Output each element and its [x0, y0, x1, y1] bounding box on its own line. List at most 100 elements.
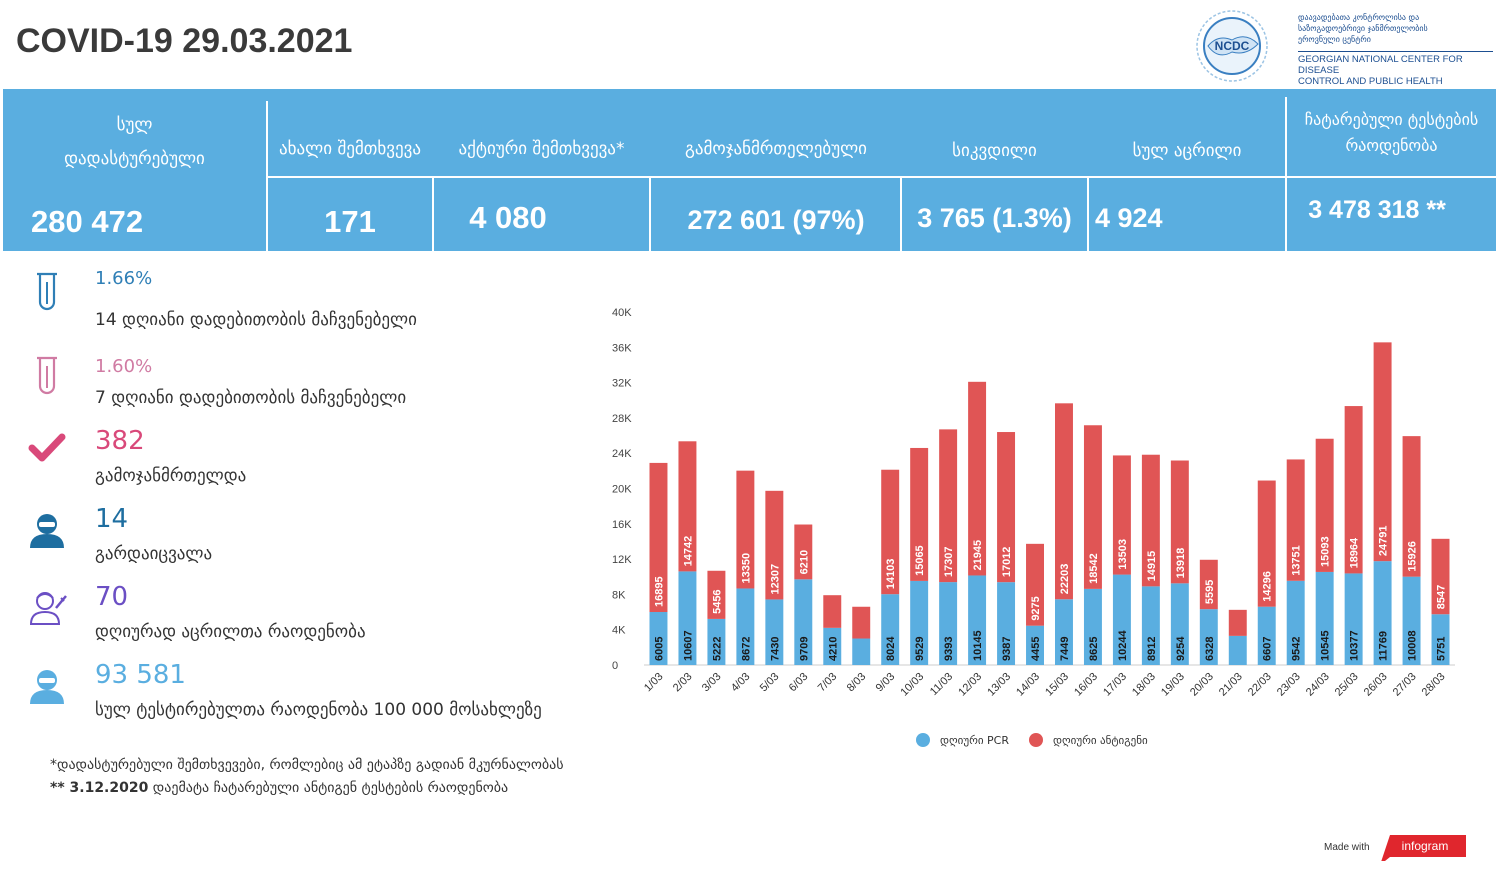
x-tick-label: 11/03	[928, 671, 955, 698]
antigen-bar	[852, 606, 871, 639]
tests-value: 3 478 318 **	[1308, 195, 1446, 224]
x-tick-label: 13/03	[985, 671, 1013, 699]
pcr-data-label: 6328	[1204, 637, 1216, 661]
antigen-data-label: 18542	[1088, 553, 1100, 584]
pcr-bar	[1083, 588, 1102, 665]
antigen-bar	[1141, 454, 1160, 587]
antigen-bar	[910, 447, 929, 581]
pcr-data-label: 11769	[1378, 631, 1390, 661]
antigen-bar	[1112, 455, 1131, 575]
x-tick-label: 4/03	[729, 671, 753, 695]
pcr-bar	[1228, 635, 1247, 665]
antigen-bar	[1199, 559, 1218, 610]
pcr-data-label: 4210	[827, 637, 839, 661]
tests-label: ჩატარებული ტესტების რაოდენობა	[1304, 110, 1479, 155]
y-tick-label: 16K	[612, 519, 632, 531]
antigen-bar	[649, 462, 668, 613]
summary-banner: სულ დადასტურებული 280 472 ახალი შემთხვევ…	[3, 89, 1496, 251]
active-cases-label: აქტიური შემთხვევა*	[458, 139, 625, 159]
antigen-bar	[1373, 342, 1392, 562]
pcr-data-label: 9393	[943, 637, 955, 661]
total-confirmed-value: 280 472	[31, 204, 144, 239]
antigen-bar	[1026, 543, 1044, 626]
pcr-bar	[736, 588, 755, 665]
pcr-data-label: 6005	[653, 637, 665, 661]
antigen-data-label: 15926	[1407, 541, 1419, 572]
pcr-data-label: 9254	[1175, 636, 1187, 661]
pcr-data-label: 4455	[1030, 637, 1042, 661]
antigen-data-label: 13503	[1117, 539, 1129, 570]
legend-label-pcr: დღიური PCR	[940, 734, 1009, 747]
pcr-bar	[968, 575, 987, 665]
daily-tests-chart: 0 4K 8K 12K 16K 20K 24K 28K 32K 36K 40K 6005 16895 1/…	[612, 307, 1455, 747]
pcr-data-label: 10244	[1117, 630, 1129, 661]
recovered-value: 272 601 (97%)	[687, 204, 865, 235]
tested-per-100k-label: სულ ტესტირებულთა რაოდენობა 100 000 მოსახ…	[95, 700, 542, 720]
nurse-icon	[29, 592, 67, 625]
pcr-data-label: 9542	[1291, 637, 1303, 661]
x-tick-label: 7/03	[816, 671, 840, 695]
antigen-bar	[823, 595, 842, 628]
test-tube-icon	[37, 356, 57, 395]
antigen-data-label: 5595	[1204, 580, 1216, 604]
positivity-14-label: 14 დღიანი დადებითობის მაჩვენებელი	[95, 310, 417, 330]
person-icon	[30, 514, 64, 548]
x-tick-label: 22/03	[1246, 671, 1274, 699]
new-cases-label: ახალი შემთხვევა	[279, 139, 421, 159]
x-tick-label: 21/03	[1217, 671, 1245, 699]
x-tick-label: 5/03	[758, 671, 782, 695]
recovered-daily-value: 382	[95, 426, 145, 456]
total-confirmed-label: სულ დადასტურებული	[64, 115, 205, 169]
pcr-data-label: 7430	[769, 637, 781, 661]
x-tick-label: 3/03	[700, 671, 724, 695]
antigen-bar	[678, 441, 697, 572]
pcr-data-label: 8024	[885, 636, 897, 661]
footnote-antigen: ** 3.12.2020 დაემატა ჩატარებული ანტიგენ …	[50, 780, 509, 796]
antigen-bar	[794, 524, 813, 580]
antigen-data-label: 16895	[653, 576, 665, 607]
pcr-bar	[707, 618, 726, 665]
pcr-bar	[1112, 574, 1131, 665]
pcr-bar	[1199, 609, 1218, 665]
x-tick-label: 18/03	[1130, 671, 1158, 699]
x-tick-label: 25/03	[1333, 671, 1361, 699]
pcr-bar	[765, 599, 784, 665]
antigen-data-label: 22203	[1059, 564, 1071, 595]
x-tick-label: 8/03	[845, 671, 869, 695]
y-tick-label: 0	[612, 660, 618, 672]
x-tick-label: 9/03	[874, 671, 898, 695]
legend-marker-antigen	[1029, 733, 1043, 747]
x-tick-label: 15/03	[1043, 671, 1071, 699]
antigen-bar	[968, 381, 987, 576]
x-tick-label: 28/03	[1420, 671, 1448, 699]
made-with-text: Made with	[1324, 842, 1370, 853]
y-tick-label: 12K	[612, 554, 632, 566]
logo-name-en-2: CONTROL AND PUBLIC HEALTH	[1298, 76, 1443, 87]
active-cases-value: 4 080	[469, 200, 547, 235]
pcr-bar	[678, 571, 697, 665]
x-tick-label: 2/03	[671, 671, 695, 695]
legend-label-antigen: დღიური ანტიგენი	[1053, 734, 1148, 747]
vaccinated-label: სულ აცრილი	[1132, 141, 1242, 161]
pcr-data-label: 10607	[682, 630, 694, 661]
ncdc-logo: NCDC	[1196, 10, 1268, 82]
pcr-bar	[881, 594, 900, 665]
recovered-label: გამოჯანმრთელებული	[685, 139, 867, 159]
pcr-bar	[1373, 561, 1392, 665]
antigen-data-label: 15093	[1320, 536, 1332, 567]
logo-name-en-1: GEORGIAN NATIONAL CENTER FOR DISEASE	[1298, 51, 1493, 76]
antigen-data-label: 13350	[740, 553, 752, 584]
x-tick-label: 1/03	[642, 671, 666, 695]
tested-per-100k-value: 93 581	[95, 660, 186, 690]
antigen-data-label: 14296	[1262, 571, 1274, 602]
checkmark-icon	[28, 433, 66, 462]
deaths-daily-label: გარდაიცვალა	[95, 544, 213, 564]
pcr-bar	[1344, 573, 1363, 665]
infogram-logo[interactable]: infogram	[1380, 835, 1466, 861]
antigen-data-label: 9275	[1030, 596, 1042, 620]
pcr-bar	[997, 582, 1016, 665]
pcr-data-label: 6607	[1262, 637, 1274, 661]
x-tick-label: 16/03	[1072, 671, 1100, 699]
antigen-data-label: 13918	[1175, 548, 1187, 579]
x-tick-label: 12/03	[956, 671, 984, 699]
